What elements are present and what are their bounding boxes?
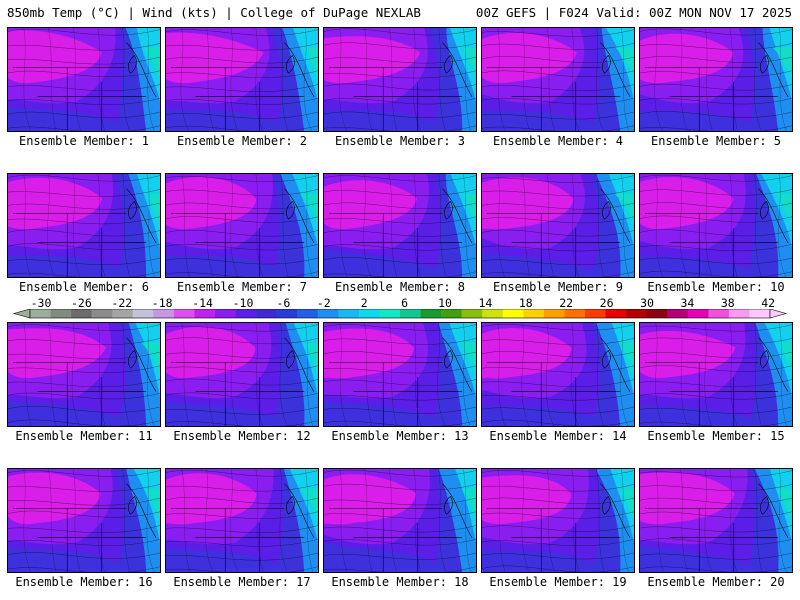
colorbar-tick-label: 30 (640, 296, 654, 310)
ensemble-member-label: Ensemble Member: 9 (492, 280, 624, 294)
colorbar-tick-label: 22 (559, 296, 574, 310)
colorbar-swatch (564, 309, 586, 318)
colorbar-swatch (667, 309, 689, 318)
ensemble-member-map (481, 322, 635, 427)
ensemble-member-map (7, 468, 161, 573)
model-run-info: 00Z GEFS | F024 Valid: 00Z MON NOV 17 20… (475, 5, 792, 20)
ensemble-member-label: Ensemble Member: 7 (176, 280, 308, 294)
colorbar-tick-label: 2 (360, 296, 368, 310)
ensemble-member-label: Ensemble Member: 8 (334, 280, 466, 294)
ensemble-member-map (323, 173, 477, 278)
ensemble-member-map (639, 468, 793, 573)
colorbar-swatch (749, 309, 771, 318)
ensemble-member-label: Ensemble Member: 18 (331, 575, 469, 589)
colorbar-tick-label: -6 (276, 296, 291, 310)
colorbar-swatch (215, 309, 236, 318)
ensemble-member-label: Ensemble Member: 15 (647, 429, 785, 443)
ensemble-member-label: Ensemble Member: 20 (647, 575, 785, 589)
colorbar-swatch (400, 309, 421, 318)
ensemble-member-label: Ensemble Member: 2 (176, 134, 308, 148)
ensemble-member-map (481, 468, 635, 573)
colorbar-swatch (30, 309, 51, 318)
colorbar-swatch (338, 309, 360, 318)
colorbar-swatch (50, 309, 72, 318)
ensemble-member-label: Ensemble Member: 5 (650, 134, 782, 148)
colorbar-swatch (173, 309, 195, 318)
colorbar-strip (12, 309, 788, 319)
ensemble-member-map (7, 173, 161, 278)
colorbar-swatch (461, 309, 483, 318)
colorbar-swatch (502, 309, 524, 318)
colorbar-swatch (585, 309, 606, 318)
map-title: 850mb Temp (°C) | Wind (kts) | College o… (7, 5, 421, 20)
ensemble-member-label: Ensemble Member: 12 (173, 429, 311, 443)
colorbar-tick-label: -26 (71, 296, 92, 310)
colorbar-swatch (153, 309, 175, 318)
colorbar-tick-label: -18 (151, 296, 173, 310)
colorbar-swatch (482, 309, 504, 318)
ensemble-member-label: Ensemble Member: 19 (489, 575, 627, 589)
ensemble-member-map (165, 468, 319, 573)
colorbar-swatch (91, 309, 113, 318)
colorbar-swatch (317, 309, 339, 318)
colorbar-swatch (71, 309, 92, 318)
colorbar-swatch (728, 309, 750, 318)
ensemble-member-map (7, 322, 161, 427)
colorbar-tick-label: 14 (478, 296, 493, 310)
ensemble-member-map (165, 27, 319, 132)
ensemble-member-label: Ensemble Member: 14 (489, 429, 627, 443)
ensemble-member-label: Ensemble Member: 6 (18, 280, 150, 294)
ensemble-member-label: Ensemble Member: 11 (15, 429, 153, 443)
colorbar-tick-label: -14 (192, 296, 213, 310)
colorbar-tick-label: 42 (761, 296, 776, 310)
colorbar-swatch (708, 309, 730, 318)
ensemble-member-label: Ensemble Member: 3 (334, 134, 466, 148)
colorbar-swatch (235, 309, 257, 318)
colorbar-swatch (256, 309, 277, 318)
ensemble-member-map (323, 468, 477, 573)
colorbar-swatch (605, 309, 627, 318)
colorbar-tick-label: 38 (720, 296, 735, 310)
ensemble-member-map (323, 27, 477, 132)
colorbar-swatch (276, 309, 298, 318)
colorbar-tick-label: 10 (438, 296, 452, 310)
ensemble-member-label: Ensemble Member: 17 (173, 575, 311, 589)
colorbar-tick-label: -10 (232, 296, 254, 310)
colorbar-swatch (441, 309, 462, 318)
colorbar-tick-label: 6 (401, 296, 409, 310)
colorbar-swatch (132, 309, 154, 318)
ensemble-member-map (165, 173, 319, 278)
colorbar-swatch (112, 309, 134, 318)
colorbar-swatch (194, 309, 216, 318)
colorbar-tick-label: -2 (316, 296, 331, 310)
ensemble-member-map (481, 27, 635, 132)
ensemble-member-label: Ensemble Member: 4 (492, 134, 624, 148)
ensemble-member-label: Ensemble Member: 10 (647, 280, 785, 294)
colorbar-swatch (543, 309, 565, 318)
colorbar-swatch (420, 309, 442, 318)
ensemble-member-map (165, 322, 319, 427)
colorbar-swatch (523, 309, 545, 318)
colorbar-swatch (646, 309, 668, 318)
colorbar-tick-label: 18 (518, 296, 533, 310)
ensemble-member-map (481, 173, 635, 278)
colorbar-swatch (687, 309, 709, 318)
ensemble-member-label: Ensemble Member: 16 (15, 575, 153, 589)
ensemble-member-label: Ensemble Member: 13 (331, 429, 469, 443)
colorbar-tick-label: -30 (30, 296, 52, 310)
ensemble-member-label: Ensemble Member: 1 (18, 134, 150, 148)
colorbar-swatch (358, 309, 380, 318)
ensemble-member-map (7, 27, 161, 132)
colorbar-swatch (379, 309, 401, 318)
colorbar-tick-label: -22 (111, 296, 133, 310)
colorbar-swatch (297, 309, 319, 318)
ensemble-member-map (639, 27, 793, 132)
colorbar-tick-label: 26 (599, 296, 614, 310)
colorbar-swatch (626, 309, 647, 318)
temperature-colorbar: -30 -26 -22 -18 -14 -10 -6 -2 2 6 10 14 18 22 26 30 34 38… (0, 296, 800, 322)
ensemble-member-map (639, 322, 793, 427)
ensemble-member-map (639, 173, 793, 278)
colorbar-tick-label: 34 (680, 296, 695, 310)
ensemble-member-map (323, 322, 477, 427)
